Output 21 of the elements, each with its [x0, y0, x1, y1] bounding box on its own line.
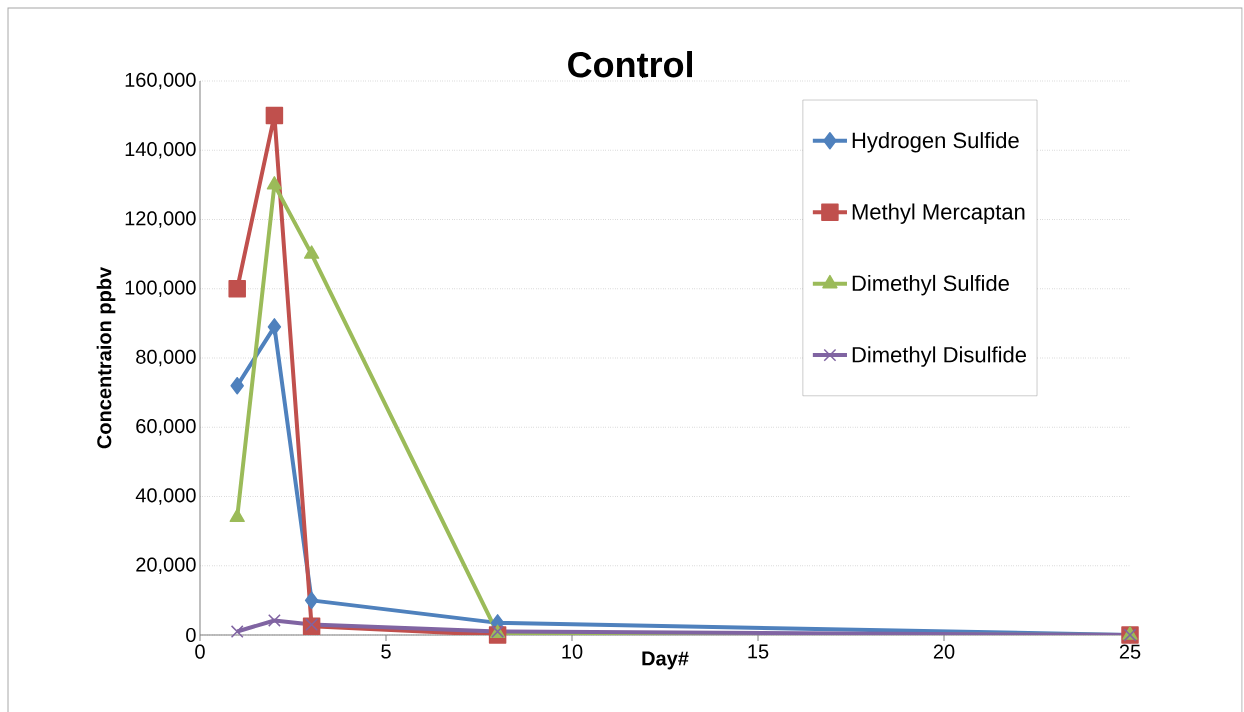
- y-tick-label: 100,000: [125, 280, 196, 298]
- legend-label: Hydrogen Sulfide: [852, 132, 1019, 153]
- x-tick-label: 10: [562, 644, 583, 659]
- y-tick-label: 0: [186, 627, 196, 643]
- y-tick-label: 160,000: [125, 72, 196, 90]
- y-tick-label: 20,000: [136, 557, 196, 575]
- x-tick-label: 5: [381, 644, 391, 659]
- y-tick-label: 80,000: [136, 349, 196, 367]
- y-tick-label: 60,000: [136, 418, 196, 436]
- x-tick-label: 15: [748, 644, 769, 659]
- y-tick-label: 40,000: [135, 488, 196, 505]
- y-tick-label: 120,000: [125, 211, 196, 228]
- legend-label: Dimethyl Sulfide: [852, 274, 1009, 296]
- legend-label: Methyl Mercaptan: [852, 203, 1025, 224]
- x-tick-label: 20: [933, 644, 955, 659]
- y-axis-title: Concentraion ppbv: [96, 266, 116, 449]
- chart-title: Control: [568, 51, 693, 78]
- x-tick-label: 25: [1119, 644, 1141, 659]
- legend-label: Dimethyl Disulfide: [852, 346, 1027, 367]
- x-axis-title: Day#: [642, 651, 689, 670]
- y-tick-label: 140,000: [125, 141, 196, 159]
